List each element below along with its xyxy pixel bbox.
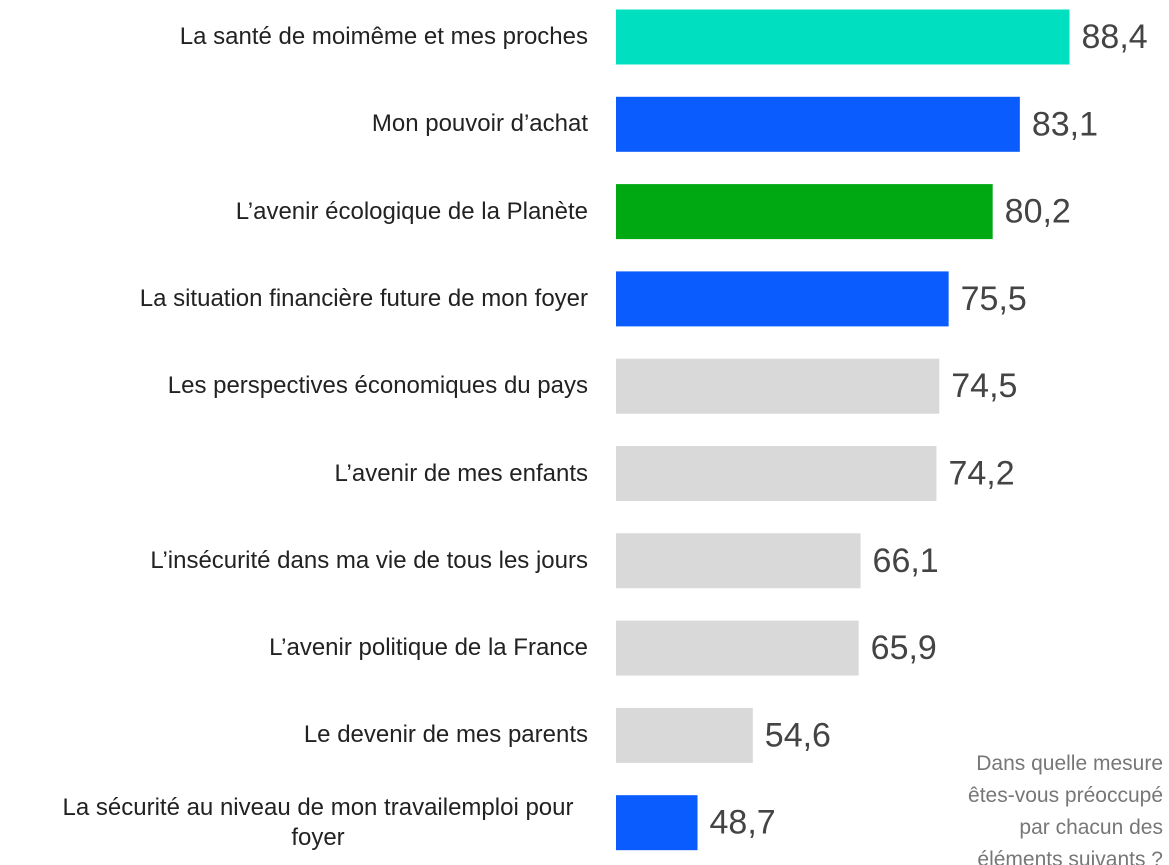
value-label: 48,7 bbox=[710, 804, 776, 842]
category-label: L’avenir politique de la France bbox=[0, 608, 588, 688]
category-text: Les perspectives économiques du pays bbox=[167, 372, 588, 400]
category-text: Le devenir de mes parents bbox=[303, 721, 588, 749]
annotation-line: éléments suivants ? bbox=[977, 848, 1163, 865]
bar bbox=[616, 184, 993, 240]
category-text: La situation financière future de mon fo… bbox=[139, 284, 588, 312]
annotation-line: êtes-vous préoccupé bbox=[968, 784, 1163, 807]
category-label: Mon pouvoir d’achat bbox=[0, 84, 588, 164]
value-label: 88,4 bbox=[1082, 18, 1148, 56]
bar bbox=[616, 9, 1070, 65]
value-label: 54,6 bbox=[765, 716, 831, 754]
category-label: L’insécurité dans ma vie de tous les jou… bbox=[0, 521, 588, 601]
bar bbox=[616, 96, 1020, 152]
bar bbox=[616, 446, 937, 501]
category-text: La sécurité au niveau de mon travailempl… bbox=[62, 793, 574, 851]
category-label: Le devenir de mes parents bbox=[0, 695, 588, 775]
category-text: L’avenir de mes enfants bbox=[334, 459, 589, 487]
category-label: La situation financière future de mon fo… bbox=[0, 259, 588, 339]
bar bbox=[616, 271, 949, 327]
category-text: L’avenir écologique de la Planète bbox=[235, 197, 588, 225]
value-label: 66,1 bbox=[873, 542, 939, 580]
category-label: La sécurité au niveau de mon travailempl… bbox=[0, 783, 588, 863]
category-label: L’avenir de mes enfants bbox=[0, 434, 589, 514]
value-label: 75,5 bbox=[961, 280, 1027, 318]
value-label: 74,5 bbox=[951, 367, 1017, 405]
bar bbox=[616, 707, 753, 763]
bar bbox=[616, 533, 861, 589]
category-text: La santé de moimême et mes proches bbox=[179, 23, 588, 50]
annotation-line: Dans quelle mesure bbox=[976, 752, 1163, 775]
category-text: L’avenir politique de la France bbox=[269, 634, 588, 662]
bar bbox=[616, 620, 859, 676]
value-label: 74,2 bbox=[948, 454, 1014, 492]
category-text: Mon pouvoir d’achat bbox=[371, 110, 588, 138]
bar bbox=[616, 358, 940, 414]
category-text: L’insécurité dans ma vie de tous les jou… bbox=[150, 546, 588, 574]
value-label: 80,2 bbox=[1005, 193, 1071, 231]
value-label: 83,1 bbox=[1032, 105, 1098, 143]
category-label: La santé de moimême et mes proches bbox=[0, 0, 588, 77]
value-label: 65,9 bbox=[871, 629, 937, 667]
category-label: Les perspectives économiques du pays bbox=[0, 346, 588, 426]
bar bbox=[616, 795, 698, 851]
category-label: L’avenir écologique de la Planète bbox=[0, 172, 588, 252]
annotation-line: par chacun des bbox=[1019, 816, 1163, 839]
annotation: Dans quelle mesure êtes-vous préoccupé par… bbox=[903, 748, 1163, 865]
